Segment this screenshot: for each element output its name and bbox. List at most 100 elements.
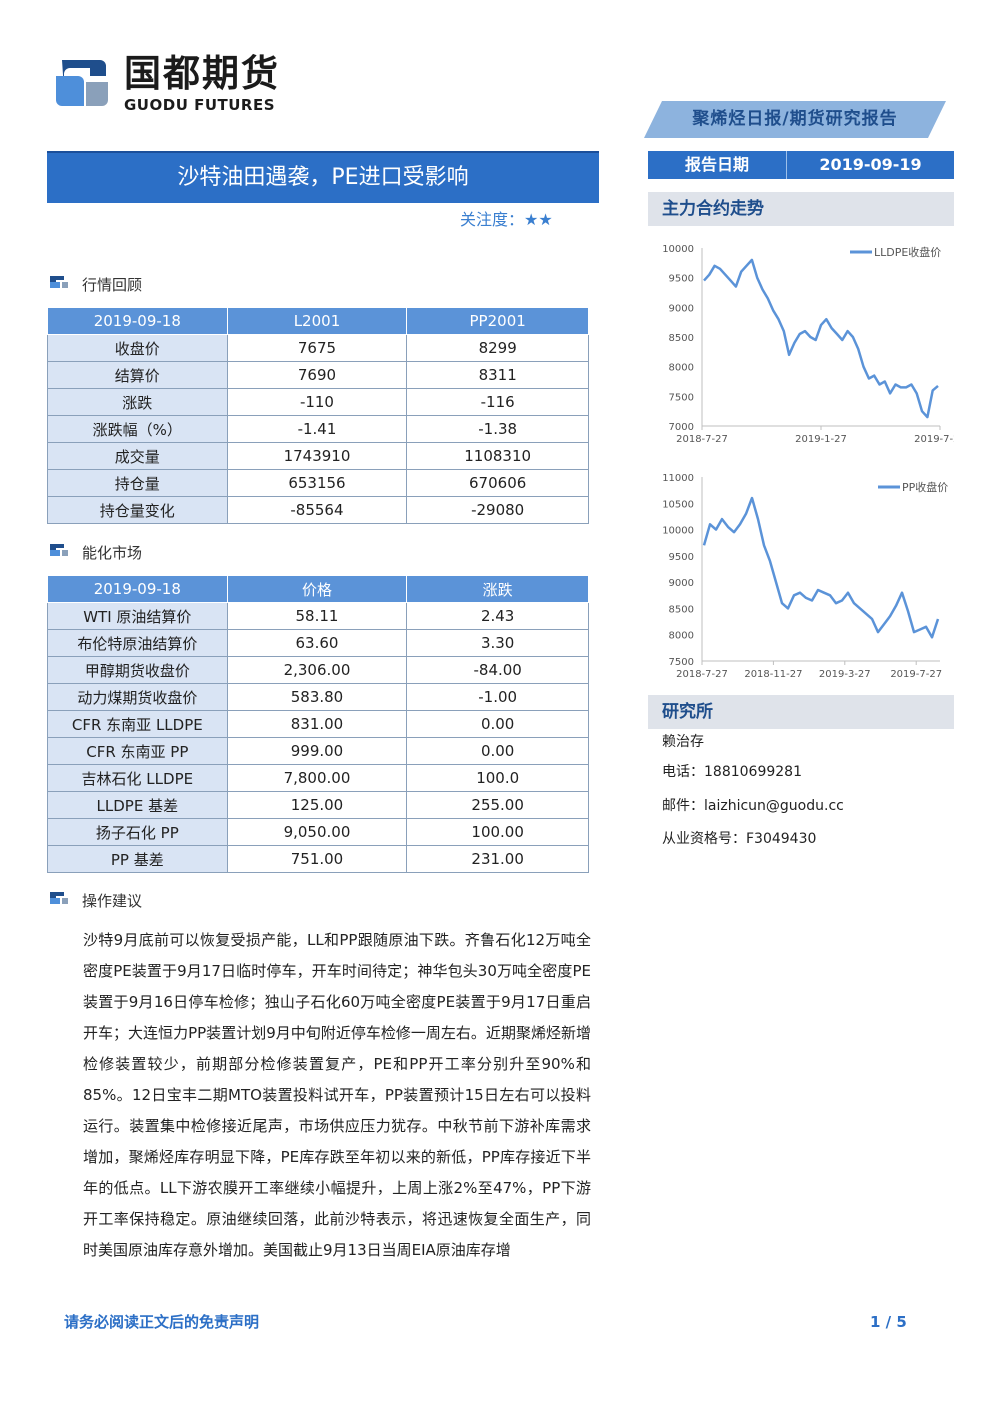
pp-price-chart: 7500 8000 8500 9000 9500 10000 10500 11000 2018-… <box>662 473 948 680</box>
review-row-label: 结算价 <box>47 361 228 389</box>
analyst-phone: 电话：18810699281 <box>662 764 802 780</box>
review-row-label: 持仓量 <box>47 469 228 497</box>
review-cell: -110 <box>226 388 408 416</box>
y-tick-label: 9000 <box>669 578 694 589</box>
analyst-email: 邮件：laizhicun@guodu.cc <box>662 798 844 814</box>
energy-cell: 3.30 <box>406 629 589 657</box>
attention-rating: 关注度：★★ <box>460 210 553 229</box>
energy-row-label: PP 基差 <box>47 845 228 873</box>
table-row: 甲醇期货收盘价 2,306.00 -84.00 <box>47 656 589 684</box>
energy-row-label: WTI 原油结算价 <box>47 602 228 630</box>
y-tick-label: 9000 <box>669 303 694 314</box>
report-date-value: 2019-09-19 <box>819 155 922 174</box>
energy-cell: 2.43 <box>406 602 589 630</box>
energy-market-heading: 能化市场 <box>82 544 143 562</box>
table-row: 动力煤期货收盘价 583.80 -1.00 <box>47 683 589 711</box>
market-review-table: 2019-09-18 L2001 PP2001 收盘价 7675 8299 结算价 7690… <box>47 307 589 524</box>
table-row: 持仓量 653156 670606 <box>47 469 589 497</box>
table-row: 吉林石化 LLDPE 7,800.00 100.0 <box>47 764 589 792</box>
energy-col-header: 价格 <box>226 575 408 603</box>
energy-cell: 0.00 <box>406 710 589 738</box>
energy-cell: 255.00 <box>406 791 589 819</box>
table-row: 涨跌 -110 -116 <box>47 388 589 416</box>
analyst-license: 从业资格号：F3049430 <box>662 831 817 847</box>
review-row-label: 收盘价 <box>47 334 228 362</box>
review-col-header: 2019-09-18 <box>47 307 228 335</box>
review-cell: 653156 <box>226 469 408 497</box>
y-tick-label: 10500 <box>662 499 694 510</box>
table-row: 持仓量变化 -85564 -29080 <box>47 496 589 524</box>
market-review-heading: 行情回顾 <box>82 276 143 294</box>
energy-col-header: 2019-09-18 <box>47 575 228 603</box>
table-row: 结算价 7690 8311 <box>47 361 589 389</box>
y-tick-label: 9500 <box>669 274 694 285</box>
section-icon <box>50 892 68 904</box>
review-row-label: 涨跌幅（%） <box>47 415 228 443</box>
x-tick-label: 2018-11-27 <box>744 669 802 680</box>
review-row-label: 涨跌 <box>47 388 228 416</box>
company-name-cn: 国都期货 <box>124 52 280 95</box>
energy-cell: 63.60 <box>226 629 408 657</box>
energy-cell: 831.00 <box>226 710 408 738</box>
energy-market-table: 2019-09-18 价格 涨跌 WTI 原油结算价 58.11 2.43 布伦特原油结算… <box>47 575 589 873</box>
review-cell: -29080 <box>406 496 589 524</box>
y-tick-label: 10000 <box>662 526 694 537</box>
energy-row-label: 扬子石化 PP <box>47 818 228 846</box>
table-row: CFR 东南亚 LLDPE 831.00 0.00 <box>47 710 589 738</box>
x-tick-label: 2019-7-27 <box>914 434 954 445</box>
energy-row-label: CFR 东南亚 LLDPE <box>47 710 228 738</box>
energy-cell: 100.00 <box>406 818 589 846</box>
energy-cell: 583.80 <box>226 683 408 711</box>
analyst-name: 赖治存 <box>662 734 704 750</box>
y-tick-label: 8500 <box>669 604 694 615</box>
y-tick-label: 7500 <box>669 392 694 403</box>
energy-row-label: LLDPE 基差 <box>47 791 228 819</box>
energy-row-label: 甲醇期货收盘价 <box>47 656 228 684</box>
lldpe-price-chart: 7000 7500 8000 8500 9000 9500 10000 2018-7-27 20… <box>662 244 954 445</box>
table-row: WTI 原油结算价 58.11 2.43 <box>47 602 589 630</box>
energy-cell: -84.00 <box>406 656 589 684</box>
y-tick-label: 8000 <box>669 631 694 642</box>
review-cell: 8311 <box>406 361 589 389</box>
x-tick-label: 2019-3-27 <box>819 669 871 680</box>
table-row: 扬子石化 PP 9,050.00 100.00 <box>47 818 589 846</box>
series-line <box>703 258 939 419</box>
y-tick-label: 10000 <box>662 244 694 255</box>
energy-cell: -1.00 <box>406 683 589 711</box>
energy-cell: 0.00 <box>406 737 589 765</box>
report-type-banner: 聚烯烃日报/期货研究报告 <box>644 101 946 138</box>
energy-col-header: 涨跌 <box>406 575 589 603</box>
table-row: 涨跌幅（%） -1.41 -1.38 <box>47 415 589 443</box>
review-cell: 8299 <box>406 334 589 362</box>
energy-cell: 231.00 <box>406 845 589 873</box>
energy-cell: 125.00 <box>226 791 408 819</box>
energy-cell: 7,800.00 <box>226 764 408 792</box>
review-cell: -1.38 <box>406 415 589 443</box>
review-cell: 1108310 <box>406 442 589 470</box>
table-row: CFR 东南亚 PP 999.00 0.00 <box>47 737 589 765</box>
y-tick-label: 8000 <box>669 363 694 374</box>
x-tick-label: 2019-7-27 <box>890 669 942 680</box>
legend-label: PP收盘价 <box>902 480 948 494</box>
section-icon <box>50 276 68 288</box>
disclaimer-link[interactable]: 请务必阅读正文后的免责声明 <box>64 1313 260 1331</box>
energy-cell: 100.0 <box>406 764 589 792</box>
legend-label: LLDPE收盘价 <box>874 245 941 259</box>
y-tick-label: 7000 <box>669 422 694 433</box>
report-date-bar: 报告日期 2019-09-19 <box>648 151 954 179</box>
advice-heading: 操作建议 <box>82 892 143 910</box>
y-tick-label: 11000 <box>662 473 694 484</box>
series-line <box>702 496 940 639</box>
review-cell: 7690 <box>226 361 408 389</box>
review-col-header: L2001 <box>226 307 408 335</box>
energy-cell: 2,306.00 <box>226 656 408 684</box>
y-tick-label: 8500 <box>669 333 694 344</box>
review-cell: 7675 <box>226 334 408 362</box>
energy-row-label: CFR 东南亚 PP <box>47 737 228 765</box>
review-cell: -1.41 <box>226 415 408 443</box>
energy-row-label: 吉林石化 LLDPE <box>47 764 228 792</box>
report-title: 沙特油田遇袭，PE进口受影响 <box>47 151 599 203</box>
research-heading: 研究所 <box>648 695 954 729</box>
review-cell: 1743910 <box>226 442 408 470</box>
table-row: 布伦特原油结算价 63.60 3.30 <box>47 629 589 657</box>
